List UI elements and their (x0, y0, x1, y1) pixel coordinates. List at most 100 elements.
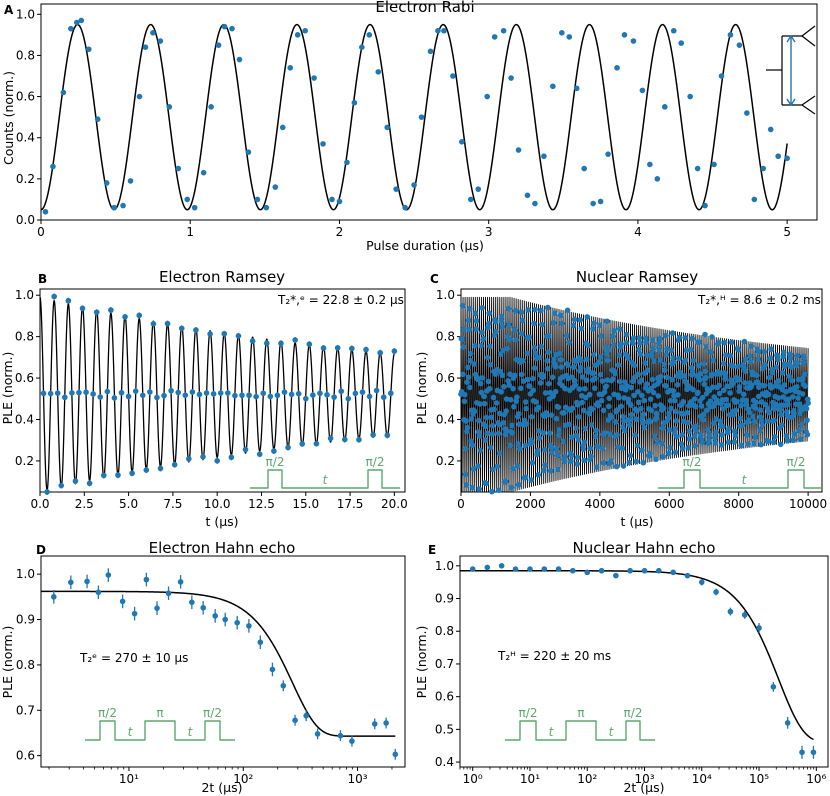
y-tick-label-a: 0.2 (16, 172, 35, 186)
ramsey-nuclear-data-point (803, 405, 810, 412)
rabi-data-point (120, 202, 126, 209)
ramsey-nuclear-data-point (650, 346, 657, 352)
ramsey-nuclear-data-point (801, 354, 808, 360)
ramsey-nuclear-data-point (598, 333, 604, 339)
ramsey-nuclear-data-point (643, 335, 649, 342)
ramsey-nuclear-data-point (716, 390, 723, 397)
ramsey-nuclear-data-point (764, 418, 770, 424)
ramsey-nuclear-data-point (619, 384, 625, 390)
hahn-echo-data-point-d (68, 579, 74, 586)
ramsey-nuclear-data-point (721, 387, 727, 394)
ramsey-nuclear-data-point (486, 320, 492, 327)
rabi-data-point (566, 34, 573, 40)
rabi-data-point (727, 32, 734, 38)
rabi-data-point (559, 30, 565, 36)
ramsey-nuclear-data-point (709, 384, 716, 390)
ramsey-nuclear-data-point (466, 305, 473, 312)
ramsey-nuclear-data-point (490, 394, 497, 401)
ramsey-electron-data-point (132, 388, 139, 394)
plot-frame-a (40, 3, 818, 221)
ramsey-nuclear-data-point (487, 444, 494, 451)
rabi-data-point (639, 87, 646, 94)
hahn-echo-data-point-d (349, 738, 355, 744)
rabi-data-point (767, 126, 774, 133)
ramsey-nuclear-data-point (690, 386, 696, 393)
ramsey-nuclear-data-point (579, 374, 586, 380)
chart-title-b: Electron Ramsey (159, 268, 285, 286)
ramsey-electron-data-point (345, 395, 352, 402)
ramsey-nuclear-data-point (727, 390, 733, 396)
ramsey-nuclear-data-point (685, 444, 692, 451)
ramsey-nuclear-data-point (780, 349, 787, 356)
rabi-data-point (605, 151, 611, 157)
ramsey-electron-data-point (288, 391, 295, 398)
ramsey-nuclear-data-point (489, 422, 496, 429)
ramsey-nuclear-data-point (706, 432, 713, 438)
hahn-echo-data-point-e (810, 749, 817, 756)
ramsey-nuclear-data-point (556, 427, 562, 433)
ramsey-nuclear-data-point (609, 333, 616, 340)
ramsey-electron-data-point (207, 331, 213, 337)
rabi-data-point (344, 159, 350, 166)
ramsey-electron-data-point (221, 330, 228, 337)
rabi-data-point (702, 202, 708, 209)
ramsey-nuclear-data-point (644, 352, 650, 358)
ramsey-nuclear-data-point (482, 437, 489, 443)
hahn-echo-data-point-e (799, 749, 805, 756)
ramsey-electron-data-point (349, 345, 355, 352)
x-tick-label-e: 10⁰ (463, 772, 483, 786)
ramsey-nuclear-data-point (771, 406, 778, 412)
ramsey-nuclear-data-point (689, 368, 696, 375)
ramsey-nuclear-data-point (540, 430, 547, 436)
ramsey-nuclear-data-point (650, 389, 657, 396)
rabi-data-point (272, 184, 279, 190)
rabi-data-point (157, 38, 164, 44)
hahn-echo-data-point-d (177, 579, 184, 585)
ramsey-nuclear-data-point (486, 385, 493, 392)
ramsey-nuclear-data-point (459, 336, 465, 342)
ramsey-nuclear-data-point (641, 397, 647, 404)
ramsey-nuclear-data-point (480, 335, 487, 342)
ramsey-nuclear-data-point (662, 332, 669, 339)
ramsey-nuclear-data-point (766, 374, 773, 381)
x-axis-label-a: Pulse duration (µs) (366, 238, 484, 253)
ramsey-nuclear-data-point (597, 322, 603, 329)
panel-electron-rabi: A Electron Rabi Pulse duration (µs) Coun… (1, 0, 818, 253)
ramsey-nuclear-data-point (553, 415, 560, 422)
ramsey-nuclear-data-point (804, 431, 811, 438)
ramsey-nuclear-data-point (762, 362, 769, 368)
ramsey-nuclear-data-point (526, 383, 533, 389)
y-tick-label-b: 0.2 (15, 454, 34, 468)
inset-lower-split-2 (801, 104, 816, 115)
y-tick-label-e: 0.6 (435, 690, 454, 704)
ramsey-nuclear-data-point (692, 404, 699, 410)
ramsey-nuclear-data-point (695, 362, 702, 369)
ramsey-nuclear-data-point (555, 432, 562, 439)
ramsey-nuclear-data-point (592, 375, 598, 382)
ramsey-nuclear-data-point (506, 321, 512, 328)
ramsey-nuclear-data-point (748, 382, 755, 389)
ramsey-electron-data-point (295, 390, 302, 397)
ramsey-nuclear-data-point (730, 411, 737, 418)
rabi-data-point (711, 161, 717, 168)
ramsey-nuclear-data-point (626, 459, 633, 466)
ramsey-nuclear-data-point (465, 317, 472, 324)
ramsey-nuclear-data-point (492, 371, 499, 377)
ramsey-nuclear-data-point (636, 335, 643, 341)
ramsey-electron-data-point (334, 345, 341, 351)
pulse-label: π (577, 706, 584, 720)
ramsey-electron-data-point (235, 333, 242, 339)
rabi-data-point (736, 42, 743, 48)
ramsey-nuclear-data-point (576, 386, 583, 392)
ramsey-nuclear-data-point (595, 443, 601, 450)
ramsey-electron-data-point (186, 456, 192, 462)
hahn-echo-data-point-e (698, 579, 705, 585)
y-tick-label-c: 1.0 (436, 288, 455, 302)
ramsey-nuclear-data-point (487, 361, 494, 368)
ramsey-nuclear-data-point (788, 364, 795, 370)
ramsey-nuclear-data-point (656, 378, 663, 385)
ramsey-electron-data-point (47, 390, 54, 397)
hahn-echo-data-point-d (257, 639, 264, 646)
ramsey-nuclear-data-point (562, 454, 568, 460)
ramsey-nuclear-data-point (805, 400, 811, 406)
